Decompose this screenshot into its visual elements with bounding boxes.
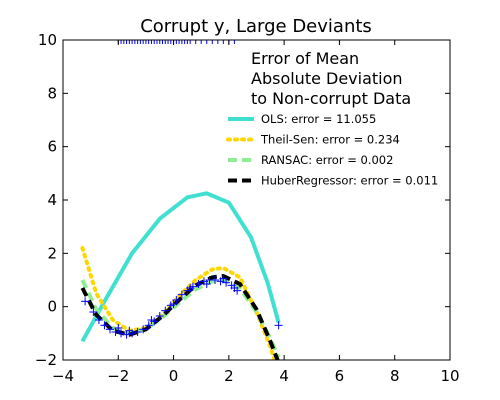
data-point [219,40,228,44]
data-point [230,284,239,292]
data-point [133,328,142,336]
data-point [197,40,206,44]
data-point [161,40,170,44]
data-point [274,321,283,330]
data-point [177,290,186,299]
data-point [141,40,150,44]
data-point [213,40,222,44]
legend: Error of Mean Absolute Deviation to Non-co… [226,49,438,188]
data-point [161,306,170,315]
data-point [139,325,148,334]
legend-label-2: RANSAC: error = 0.002 [261,153,393,167]
series-line-0 [80,191,281,343]
x-tick-label: 0 [169,367,179,385]
y-tick-label: 10 [38,31,57,49]
data-point [81,297,90,306]
data-point [147,40,156,44]
data-point [166,40,175,44]
x-tick-label: −4 [52,367,74,385]
data-point [208,40,217,44]
series-line-1 [80,246,277,360]
data-point [172,40,181,44]
data-point [202,280,211,288]
y-axis: −2 0 2 4 6 8 10 [35,31,450,369]
data-point [180,40,189,44]
data-point [169,300,178,308]
x-tick-label: −2 [107,367,129,385]
legend-label-1: Theil-Sen: error = 0.234 [260,133,400,147]
y-tick-label: 8 [47,84,57,102]
data-point [158,40,167,44]
x-tick-label: 4 [279,367,289,385]
data-point [177,40,186,44]
data-point [133,40,142,44]
data-point [155,40,164,44]
x-tick-label: 10 [440,367,459,385]
data-point [130,40,139,44]
data-point [117,329,126,338]
y-tick-label: 4 [47,191,57,209]
legend-label-3: HuberRegressor: error = 0.011 [261,174,438,188]
data-point [191,40,200,44]
data-point [125,326,134,335]
data-point [105,325,114,334]
y-tick-label: −2 [35,351,57,369]
data-point [89,308,98,316]
legend-label-0: OLS: error = 11.055 [261,112,376,126]
data-point [125,40,134,44]
data-point [183,40,192,44]
y-tick-label: 2 [47,244,57,262]
data-point [175,40,184,44]
data-point [230,40,239,44]
x-tick-label: 6 [335,367,345,385]
data-point [152,40,161,44]
y-tick-label: 6 [47,138,57,156]
x-tick-label: 8 [390,367,400,385]
data-point [136,40,145,44]
data-point [219,274,228,283]
data-point [128,40,137,44]
data-point [94,316,103,324]
data-point [194,280,203,288]
data-point [164,40,173,44]
series-lines [80,191,281,360]
data-point [114,324,123,332]
data-point [117,40,126,44]
scatter-points [81,40,283,339]
data-point [186,40,195,44]
data-point [202,40,211,44]
y-tick-label: 0 [47,298,57,316]
chart-title: Corrupt y, Large Deviants [140,16,372,37]
data-point [150,40,159,44]
data-point [186,284,195,292]
data-point [139,40,148,44]
data-point [144,40,153,44]
legend-title: Error of Mean Absolute Deviation to Non-co… [251,49,411,108]
data-point [155,312,164,320]
data-point [211,276,220,284]
data-point [119,40,128,44]
x-axis: −4 −2 0 2 4 6 8 10 [52,40,460,385]
data-point [100,321,109,330]
x-tick-label: 2 [224,367,234,385]
data-point [122,40,131,44]
data-point [147,316,156,324]
data-point [144,321,153,330]
